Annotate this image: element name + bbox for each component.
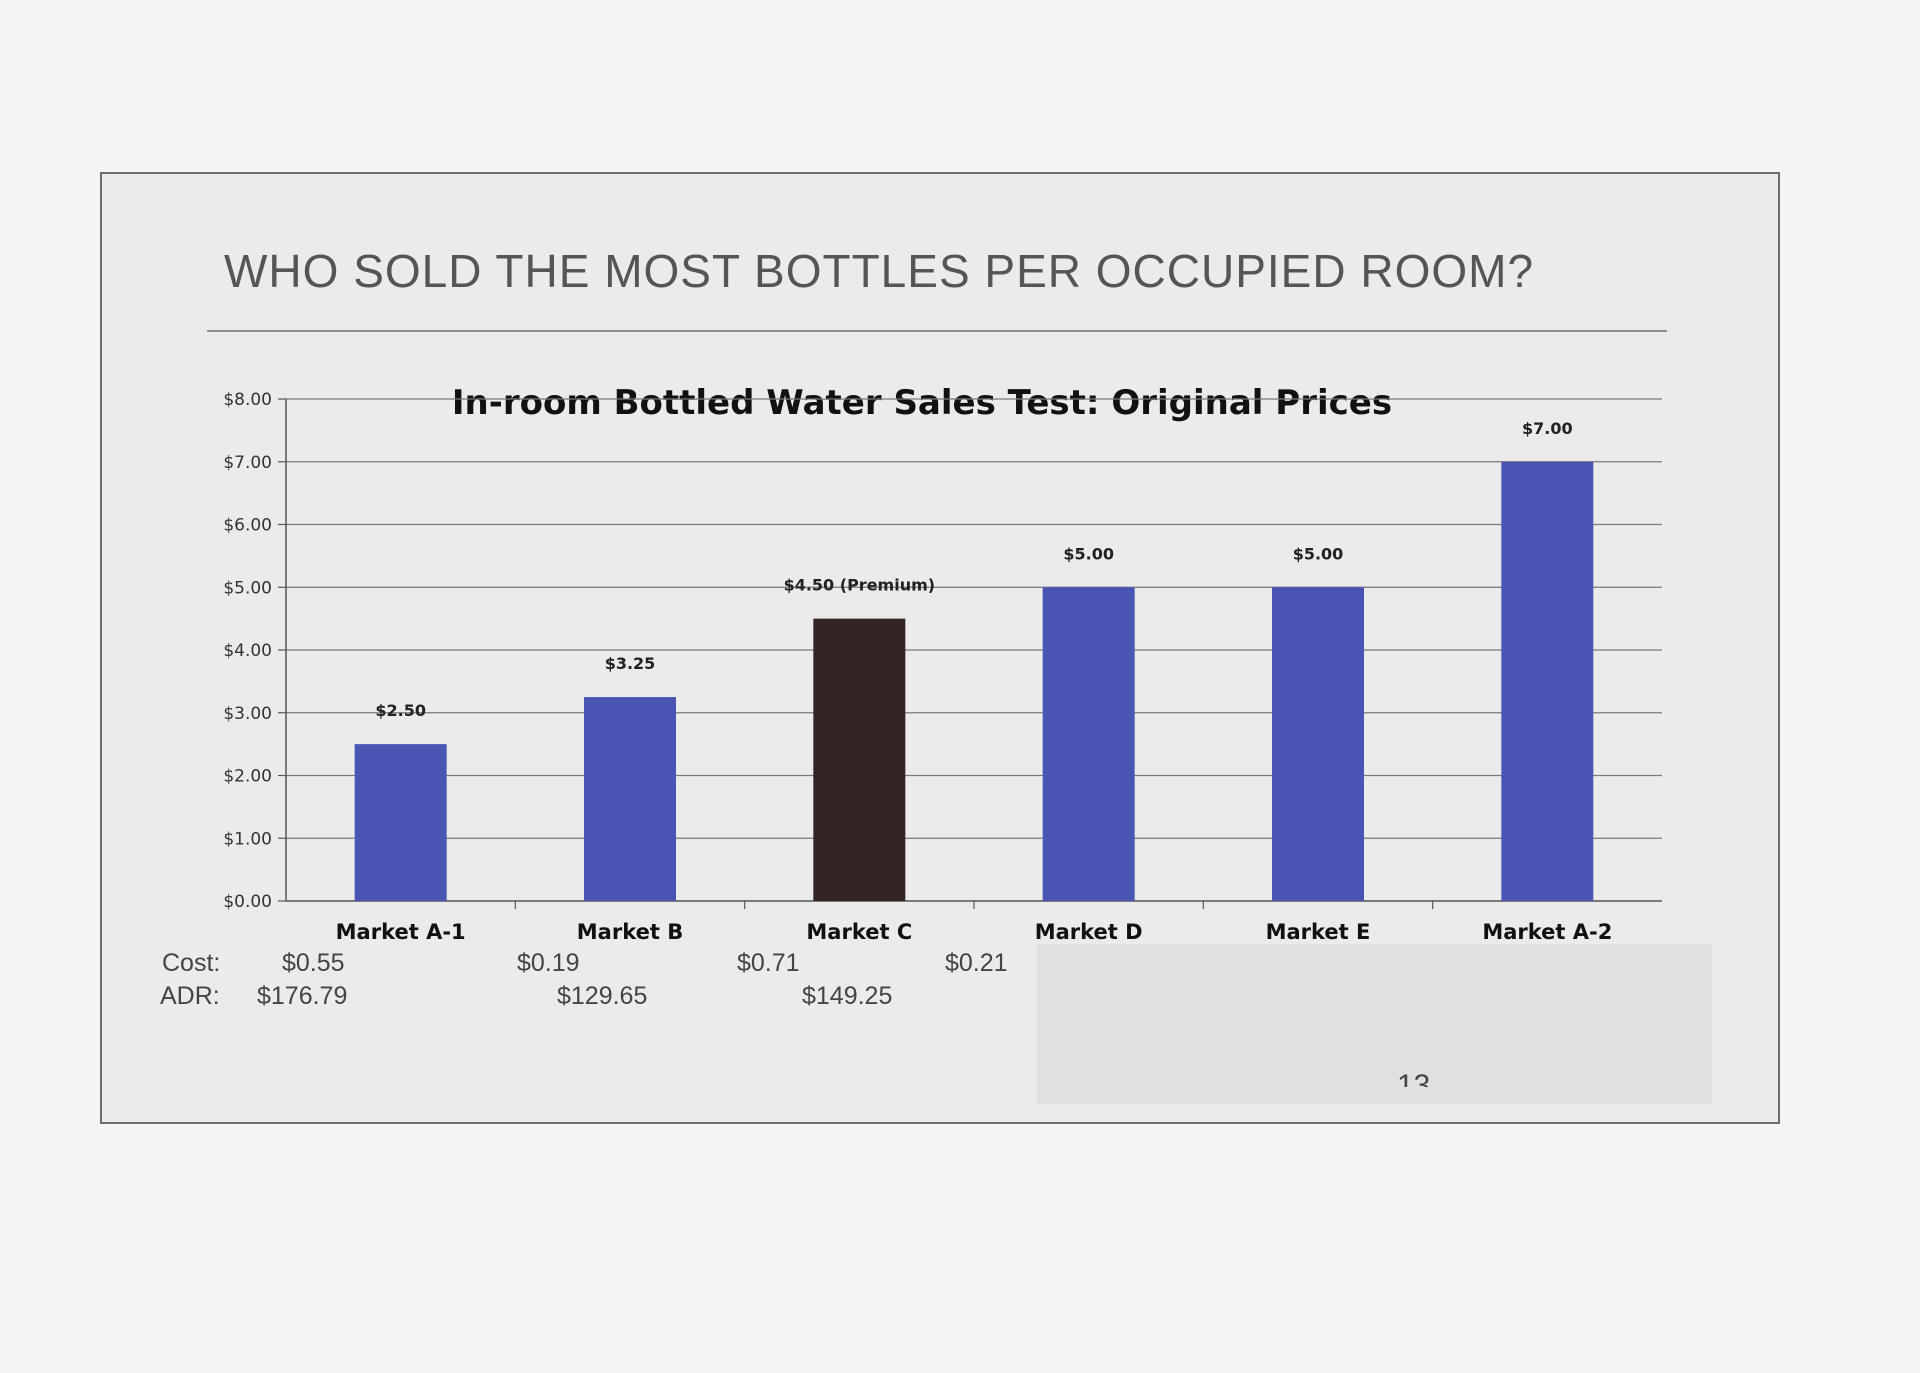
category-label: Market A-2 — [1482, 920, 1612, 944]
adr-value: $176.79 — [257, 982, 348, 1010]
gridlines — [286, 398, 1662, 839]
bar-chart: In-room Bottled Water Sales Test: Origin… — [223, 383, 1662, 944]
bars — [354, 461, 1594, 901]
cost-value: $0.21 — [945, 949, 1008, 977]
data-label: $2.50 — [375, 701, 426, 720]
bar — [584, 697, 676, 901]
cost-value: $0.19 — [517, 949, 580, 977]
y-tick-label: $1.00 — [223, 829, 272, 849]
labels: $0.00 $1.00 $2.00 $3.00 $4.00 $5.00 $6.00 $7.00… — [223, 390, 1612, 944]
data-label: $3.25 — [605, 654, 656, 673]
y-tick-label: $4.00 — [223, 641, 272, 661]
y-tick-label: $8.00 — [223, 390, 272, 410]
y-tick-label: $6.00 — [223, 516, 272, 536]
bar — [1042, 587, 1135, 901]
y-tick-label: $3.00 — [223, 704, 272, 724]
data-label: $5.00 — [1293, 544, 1344, 563]
cost-value: $0.55 — [282, 949, 345, 977]
adr-value: $129.65 — [557, 982, 648, 1010]
data-label: $4.50 (Premium) — [784, 576, 936, 595]
bar — [1272, 587, 1364, 901]
y-tick-label: $0.00 — [223, 892, 272, 912]
adr-value: $149.25 — [802, 982, 893, 1010]
y-tick-label: $5.00 — [223, 578, 272, 598]
category-label: Market B — [577, 920, 683, 944]
page-number: 13 — [1397, 1069, 1431, 1087]
category-label: Market A-1 — [336, 920, 466, 944]
category-label: Market C — [806, 920, 912, 944]
cost-value: $0.71 — [737, 949, 800, 977]
category-label: Market E — [1266, 920, 1371, 944]
category-label: Market D — [1035, 920, 1143, 944]
bar — [354, 744, 447, 901]
title-divider — [207, 330, 1667, 332]
bar — [813, 618, 906, 901]
slide: WHO SOLD THE MOST BOTTLES PER OCCUPIED R… — [100, 172, 1780, 1124]
cost-label: Cost: — [162, 949, 221, 977]
data-label: $5.00 — [1063, 544, 1114, 563]
bar — [1501, 461, 1594, 901]
chart-title: In-room Bottled Water Sales Test: Origin… — [452, 383, 1392, 423]
axes — [278, 398, 1662, 909]
adr-label: ADR: — [160, 982, 220, 1010]
slide-title: WHO SOLD THE MOST BOTTLES PER OCCUPIED R… — [224, 245, 1535, 297]
y-tick-label: $2.00 — [223, 767, 272, 787]
y-tick-label: $7.00 — [223, 453, 272, 473]
redaction-box — [1037, 944, 1712, 1104]
data-label: $7.00 — [1522, 419, 1573, 438]
